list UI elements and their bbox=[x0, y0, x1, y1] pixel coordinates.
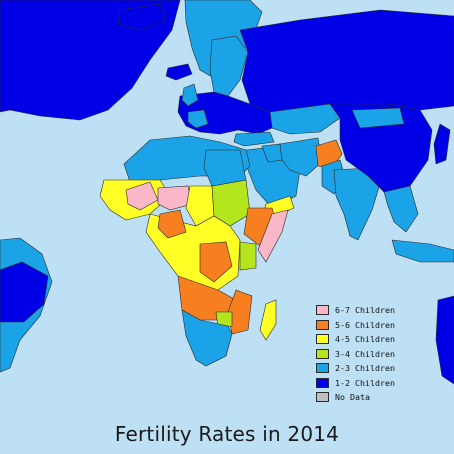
central-asia bbox=[269, 103, 341, 135]
legend-label: 6-7 Children bbox=[335, 305, 395, 316]
uk bbox=[181, 83, 199, 107]
kenya bbox=[239, 241, 257, 271]
somalia bbox=[257, 209, 289, 263]
madagascar bbox=[259, 299, 277, 341]
arctic-islands bbox=[117, 3, 167, 31]
drc bbox=[199, 241, 233, 283]
australia bbox=[435, 295, 454, 385]
legend-swatch bbox=[316, 392, 329, 403]
legend-item: 2-3 Children bbox=[316, 361, 426, 376]
legend-label: 5-6 Children bbox=[335, 319, 395, 330]
legend-item: 3-4 Children bbox=[316, 347, 426, 362]
legend-label: 2-3 Children bbox=[335, 363, 395, 374]
legend-swatch bbox=[316, 377, 329, 388]
scandinavia bbox=[209, 35, 249, 97]
mongolia bbox=[351, 107, 405, 129]
legend-item: 6-7 Children bbox=[316, 303, 426, 318]
legend-label: 3-4 Children bbox=[335, 348, 395, 359]
southern-africa bbox=[181, 309, 233, 367]
brazil bbox=[0, 261, 49, 323]
legend-item: 5-6 Children bbox=[316, 318, 426, 333]
iceland bbox=[165, 63, 193, 81]
france bbox=[187, 109, 209, 129]
legend-label: No Data bbox=[335, 392, 370, 403]
indonesia bbox=[391, 239, 454, 263]
legend-item: 1-2 Children bbox=[316, 376, 426, 391]
legend-swatch bbox=[316, 363, 329, 374]
russia bbox=[239, 9, 454, 113]
nigeria bbox=[157, 209, 187, 239]
canada bbox=[0, 0, 181, 121]
legend-swatch bbox=[316, 348, 329, 359]
legend-swatch bbox=[316, 334, 329, 345]
turkey bbox=[233, 131, 275, 147]
legend-swatch bbox=[316, 305, 329, 316]
legend-swatch bbox=[316, 319, 329, 330]
legend-label: 4-5 Children bbox=[335, 334, 395, 345]
legend-label: 1-2 Children bbox=[335, 377, 395, 388]
se-asia bbox=[383, 185, 419, 233]
japan bbox=[433, 123, 451, 165]
mali bbox=[125, 181, 159, 211]
map-title: Fertility Rates in 2014 bbox=[114, 422, 340, 446]
mozambique bbox=[227, 289, 253, 335]
legend-item: No Data bbox=[316, 390, 426, 405]
niger bbox=[157, 185, 193, 211]
iran bbox=[279, 137, 323, 177]
legend-item: 4-5 Children bbox=[316, 332, 426, 347]
egypt bbox=[203, 149, 247, 187]
legend: 6-7 Children 5-6 Children 4-5 Children 3… bbox=[316, 303, 426, 405]
